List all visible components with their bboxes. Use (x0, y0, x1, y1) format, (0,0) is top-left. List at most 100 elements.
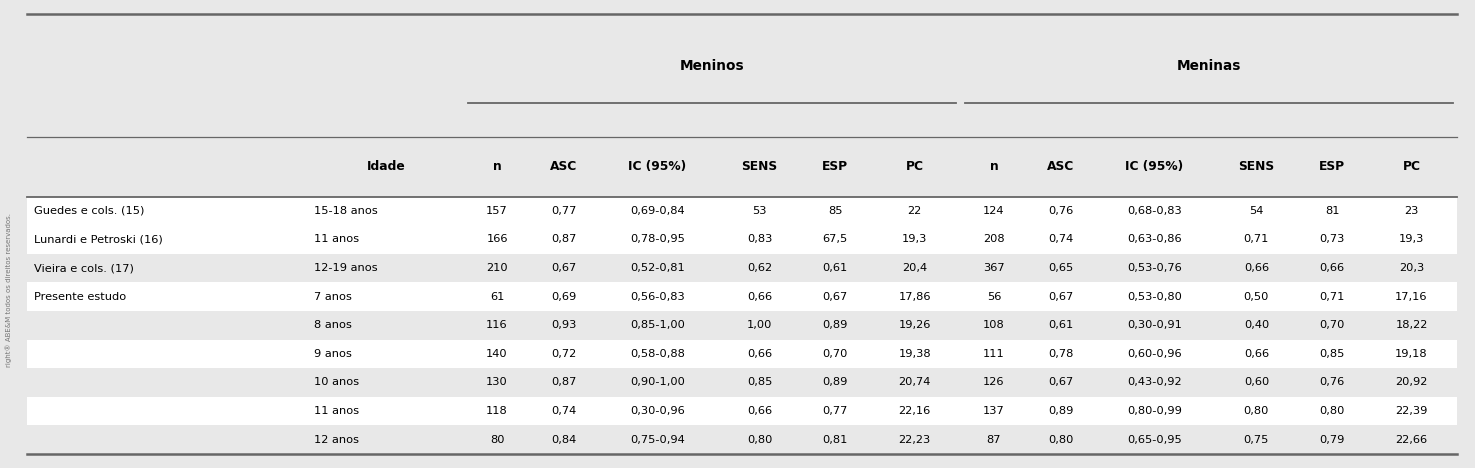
Text: 0,89: 0,89 (823, 378, 848, 388)
Text: Meninas: Meninas (1177, 59, 1240, 73)
Text: 11 anos: 11 anos (314, 406, 360, 416)
Text: ASC: ASC (550, 161, 578, 174)
Text: 0,71: 0,71 (1320, 292, 1345, 302)
Text: 0,71: 0,71 (1243, 234, 1268, 244)
Text: right® ABE&M todos os direitos reservados.: right® ABE&M todos os direitos reservado… (6, 213, 12, 367)
Text: Meninos: Meninos (680, 59, 745, 73)
Text: 0,60: 0,60 (1243, 378, 1268, 388)
Text: 0,61: 0,61 (823, 263, 848, 273)
Text: 19,3: 19,3 (901, 234, 928, 244)
Text: 19,3: 19,3 (1398, 234, 1425, 244)
Bar (27, 197, 1457, 225)
Text: 11 anos: 11 anos (314, 234, 360, 244)
Text: 22,16: 22,16 (898, 406, 931, 416)
Text: 0,76: 0,76 (1320, 378, 1345, 388)
Bar (27, 225, 1457, 254)
Text: 116: 116 (487, 320, 507, 330)
Text: 80: 80 (490, 435, 504, 445)
Bar (27, 368, 1457, 397)
Text: 0,61: 0,61 (1049, 320, 1074, 330)
Text: 81: 81 (1325, 206, 1339, 216)
Bar (27, 311, 1457, 340)
Text: SENS: SENS (1239, 161, 1274, 174)
Bar (27, 340, 1457, 368)
Text: 87: 87 (987, 435, 1002, 445)
Text: 20,3: 20,3 (1398, 263, 1425, 273)
Text: 18,22: 18,22 (1395, 320, 1428, 330)
Text: 118: 118 (487, 406, 507, 416)
Text: 140: 140 (487, 349, 507, 359)
Text: PC: PC (906, 161, 923, 174)
Text: 0,78-0,95: 0,78-0,95 (630, 234, 684, 244)
Text: 130: 130 (487, 378, 507, 388)
Text: 208: 208 (982, 234, 1004, 244)
Text: Vieira e cols. (17): Vieira e cols. (17) (34, 263, 134, 273)
Text: 111: 111 (982, 349, 1004, 359)
Bar (27, 397, 1457, 425)
Text: 0,80: 0,80 (746, 435, 773, 445)
Text: 85: 85 (827, 206, 842, 216)
Text: 22,66: 22,66 (1395, 435, 1428, 445)
Text: 0,93: 0,93 (552, 320, 577, 330)
Text: 19,18: 19,18 (1395, 349, 1428, 359)
Text: 23: 23 (1404, 206, 1419, 216)
Text: 0,69: 0,69 (552, 292, 577, 302)
Text: ESP: ESP (822, 161, 848, 174)
Text: Presente estudo: Presente estudo (34, 292, 127, 302)
Text: 0,73: 0,73 (1320, 234, 1345, 244)
Text: Guedes e cols. (15): Guedes e cols. (15) (34, 206, 145, 216)
Text: 0,81: 0,81 (823, 435, 848, 445)
Text: 0,80: 0,80 (1049, 435, 1074, 445)
Text: 20,92: 20,92 (1395, 378, 1428, 388)
Text: Lunardi e Petroski (16): Lunardi e Petroski (16) (34, 234, 162, 244)
Text: 0,76: 0,76 (1049, 206, 1074, 216)
Text: 0,90-1,00: 0,90-1,00 (630, 378, 684, 388)
Text: 0,69-0,84: 0,69-0,84 (630, 206, 684, 216)
Text: 0,67: 0,67 (1049, 378, 1074, 388)
Text: 67,5: 67,5 (823, 234, 848, 244)
Text: 0,53-0,80: 0,53-0,80 (1127, 292, 1181, 302)
Text: 19,38: 19,38 (898, 349, 931, 359)
Text: 0,60-0,96: 0,60-0,96 (1127, 349, 1181, 359)
Text: 0,66: 0,66 (746, 349, 771, 359)
Text: 0,75: 0,75 (1243, 435, 1268, 445)
Text: 0,53-0,76: 0,53-0,76 (1127, 263, 1181, 273)
Text: 0,70: 0,70 (1320, 320, 1345, 330)
Text: 20,74: 20,74 (898, 378, 931, 388)
Text: 0,66: 0,66 (1320, 263, 1345, 273)
Text: 0,72: 0,72 (552, 349, 577, 359)
Text: 53: 53 (752, 206, 767, 216)
Text: 20,4: 20,4 (903, 263, 928, 273)
Text: 0,87: 0,87 (552, 234, 577, 244)
Text: 166: 166 (487, 234, 507, 244)
Text: 0,62: 0,62 (746, 263, 771, 273)
Text: 0,75-0,94: 0,75-0,94 (630, 435, 684, 445)
Bar (27, 425, 1457, 454)
Text: 0,52-0,81: 0,52-0,81 (630, 263, 684, 273)
Text: 0,67: 0,67 (552, 263, 577, 273)
Text: 0,74: 0,74 (552, 406, 577, 416)
Text: 0,77: 0,77 (823, 406, 848, 416)
Text: 0,85: 0,85 (1320, 349, 1345, 359)
Text: 0,79: 0,79 (1320, 435, 1345, 445)
Text: 22,23: 22,23 (898, 435, 931, 445)
Text: 210: 210 (487, 263, 507, 273)
Text: 22: 22 (907, 206, 922, 216)
Text: 0,89: 0,89 (823, 320, 848, 330)
Text: 10 anos: 10 anos (314, 378, 360, 388)
Text: 0,89: 0,89 (1049, 406, 1074, 416)
Text: 1,00: 1,00 (746, 320, 773, 330)
Text: ASC: ASC (1047, 161, 1074, 174)
Text: 0,78: 0,78 (1049, 349, 1074, 359)
Text: 0,65: 0,65 (1049, 263, 1074, 273)
Text: 0,85-1,00: 0,85-1,00 (630, 320, 684, 330)
Text: 9 anos: 9 anos (314, 349, 353, 359)
Text: 0,30-0,96: 0,30-0,96 (630, 406, 684, 416)
Text: IC (95%): IC (95%) (628, 161, 686, 174)
Bar (27, 282, 1457, 311)
Text: 0,66: 0,66 (746, 406, 771, 416)
Text: n: n (990, 161, 999, 174)
Text: 0,84: 0,84 (552, 435, 577, 445)
Text: 0,56-0,83: 0,56-0,83 (630, 292, 684, 302)
Text: 0,77: 0,77 (552, 206, 577, 216)
